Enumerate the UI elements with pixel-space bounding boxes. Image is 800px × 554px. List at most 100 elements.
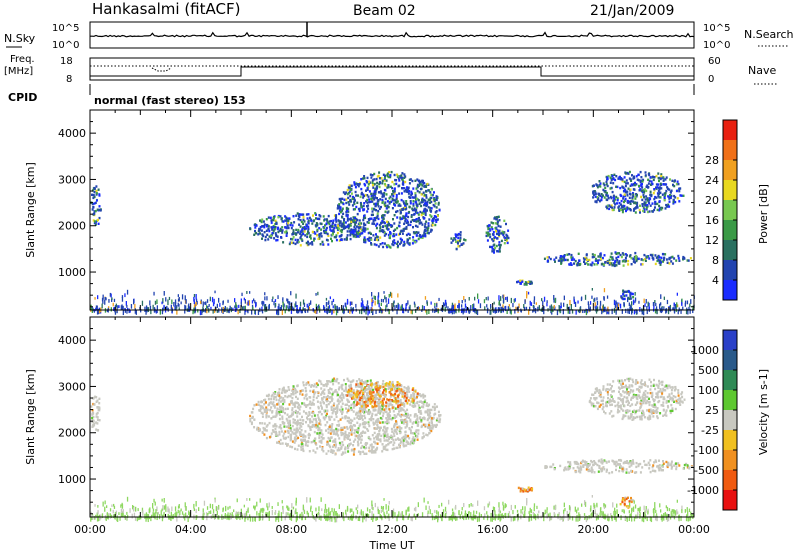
echo-cell [660, 175, 663, 178]
echo-cell [422, 432, 425, 435]
echo-cell [597, 255, 600, 258]
echo-cell [355, 194, 358, 197]
ground-scatter-cell [682, 306, 684, 311]
echo-cell [303, 226, 306, 229]
echo-cell [301, 445, 304, 448]
nave-label: Nave [748, 64, 776, 77]
echo-cell [376, 181, 379, 185]
echo-cell [385, 193, 388, 196]
echo-cell [658, 204, 661, 208]
nave-dip [151, 67, 172, 72]
echo-cell [634, 181, 636, 185]
echo-cell [353, 450, 356, 453]
echo-cell [253, 404, 256, 407]
echo-cell [292, 390, 295, 393]
echo-cell [450, 241, 453, 244]
ground-scatter-cell [298, 309, 300, 314]
echo-cell [431, 421, 433, 425]
echo-cell [604, 186, 607, 190]
echo-cell [403, 395, 406, 398]
echo-cell [379, 426, 381, 430]
echo-cell [361, 408, 364, 412]
echo-cell [486, 239, 489, 242]
echo-cell [368, 446, 371, 449]
echo-cell [414, 405, 417, 408]
echo-cell [311, 230, 314, 234]
echo-cell [393, 241, 396, 245]
echo-cell [325, 452, 328, 455]
ground-scatter-cell [251, 310, 253, 315]
echo-cell [669, 178, 671, 181]
echo-cell [297, 436, 300, 440]
echo-cell [660, 176, 663, 179]
echo-cell [599, 194, 602, 198]
ground-scatter-cell [213, 298, 215, 305]
ground-scatter-cell [417, 306, 419, 309]
ground-scatter-cell [296, 308, 298, 314]
echo-cell [336, 231, 339, 235]
echo-cell [389, 175, 392, 179]
echo-cell [274, 391, 277, 394]
echo-cell [664, 192, 667, 195]
echo-cell [346, 237, 348, 240]
echo-cell [345, 214, 348, 217]
echo-cell [363, 405, 366, 409]
echo-cell [342, 443, 345, 447]
ground-scatter-cell [574, 301, 577, 307]
ground-scatter-cell [604, 306, 606, 313]
echo-cell [342, 221, 345, 224]
echo-cell [455, 240, 457, 243]
echo-cell [279, 438, 282, 442]
echo-cell [381, 195, 384, 198]
echo-cell [338, 203, 341, 206]
ground-scatter-cell [685, 308, 688, 315]
echo-cell [327, 442, 330, 446]
echo-cell [433, 199, 436, 202]
ground-scatter-cell [559, 308, 561, 314]
echo-cell [95, 428, 98, 431]
echo-cell [399, 232, 401, 235]
echo-cell [296, 415, 299, 418]
ground-scatter-cell [146, 306, 148, 310]
echo-cell [502, 232, 505, 236]
ground-scatter-cell [579, 307, 581, 312]
echo-cell [311, 222, 314, 225]
echo-cell [601, 256, 604, 260]
echo-cell [318, 379, 321, 382]
echo-cell [368, 190, 371, 193]
echo-cell [620, 255, 623, 259]
echo-cell [362, 410, 364, 413]
echo-cell [284, 442, 287, 445]
echo-cell [96, 429, 99, 432]
echo-cell [305, 389, 308, 393]
ground-scatter-cell [206, 305, 208, 309]
echo-cell [383, 408, 386, 411]
echo-cell [363, 230, 366, 233]
echo-cell [384, 182, 386, 186]
echo-cell [288, 242, 291, 246]
echo-cell [98, 193, 101, 196]
ground-scatter-cell [193, 301, 195, 305]
ground-scatter-cell [515, 306, 517, 310]
ground-scatter-cell [194, 308, 196, 314]
echo-cell [650, 194, 653, 198]
echo-cell [637, 257, 640, 260]
echo-cell [379, 421, 382, 424]
echo-cell [364, 216, 367, 220]
echo-cell [487, 232, 489, 235]
echo-cell [665, 203, 668, 207]
ground-scatter-cell [523, 304, 525, 309]
echo-cell [260, 225, 263, 228]
ground-scatter-cell [216, 309, 218, 313]
echo-cell [376, 235, 379, 238]
echo-cell [370, 416, 373, 419]
echo-cell [505, 237, 508, 240]
echo-cell [418, 182, 421, 185]
echo-cell [424, 410, 427, 413]
echo-cell [348, 384, 351, 387]
ground-scatter-cell [633, 309, 636, 315]
echo-cell [407, 221, 410, 224]
echo-cell [527, 280, 530, 284]
echo-cell [330, 399, 333, 402]
echo-cell [294, 447, 296, 451]
